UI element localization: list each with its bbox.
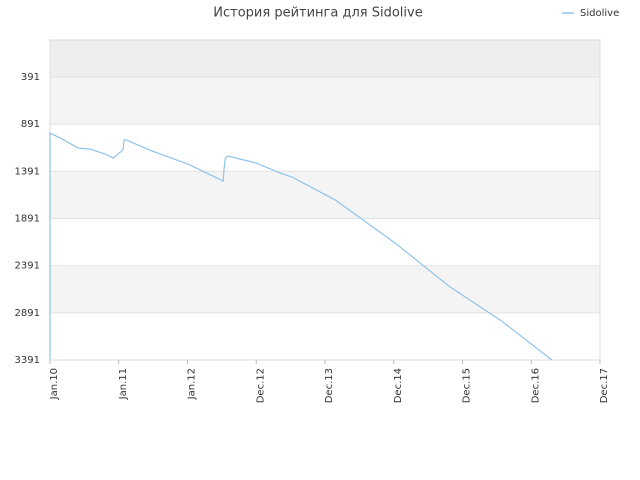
x-tick-label: Dec.12 — [255, 368, 266, 403]
chart-title: История рейтинга для Sidolive — [213, 6, 422, 21]
y-tick-label: 391 — [21, 72, 40, 83]
x-tick-label: Jan.10 — [49, 368, 60, 400]
y-tick-label: 1391 — [15, 166, 40, 177]
y-tick-label: 1891 — [15, 213, 40, 224]
x-tick-label: Dec.17 — [599, 368, 610, 403]
y-tick-label: 2891 — [15, 308, 40, 319]
plot-band — [50, 124, 600, 172]
x-tick-label: Jan.11 — [118, 368, 129, 400]
y-tick-label: 891 — [21, 119, 40, 130]
plot-band — [50, 218, 600, 266]
series-line — [49, 132, 553, 361]
x-tick-label: Dec.16 — [530, 368, 541, 403]
x-tick-label: Dec.13 — [324, 368, 335, 403]
plot-band — [50, 265, 600, 313]
y-tick-label: 3391 — [15, 355, 40, 366]
x-tick-label: Dec.15 — [462, 368, 473, 403]
legend-label: Sidolive — [580, 8, 619, 19]
x-tick-label: Dec.14 — [393, 368, 404, 403]
plot-band — [50, 76, 600, 125]
x-tick-label: Jan.12 — [187, 368, 198, 400]
y-tick-label: 2391 — [15, 261, 40, 272]
plot-top-band — [50, 40, 600, 77]
plot-band — [50, 312, 600, 360]
